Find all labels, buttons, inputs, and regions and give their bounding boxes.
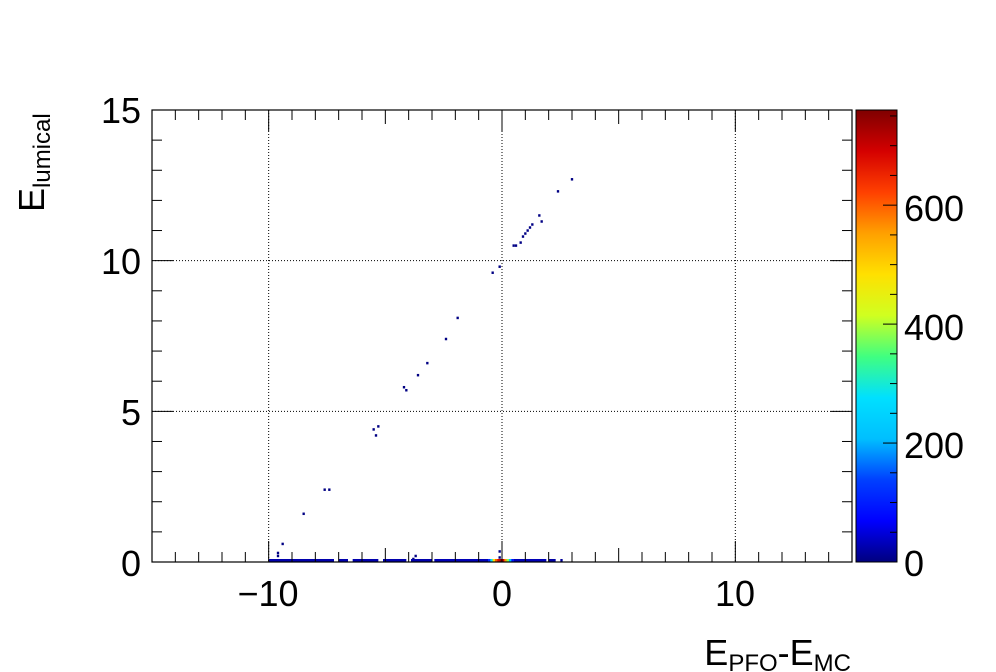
z-tick-label-600: 600	[904, 188, 964, 229]
data-bin-row	[411, 558, 432, 562]
data-bin	[556, 190, 560, 193]
data-bin	[323, 488, 326, 491]
data-bin-row	[548, 558, 556, 562]
y-axis-title: Elumical	[11, 113, 56, 212]
axis-ticks	[152, 109, 852, 563]
data-bin	[498, 556, 501, 559]
grid-lines	[152, 110, 852, 562]
data-bin-core	[511, 558, 514, 562]
data-bin	[402, 385, 406, 389]
data-bin	[531, 223, 534, 226]
data-bin-core	[497, 558, 500, 562]
data-bin	[519, 241, 522, 244]
z-tick-label-400: 400	[904, 307, 964, 348]
data-bin	[528, 226, 532, 229]
data-bin	[570, 178, 574, 181]
y-tick-label-10: 10	[101, 241, 141, 282]
data-bin-core	[502, 558, 505, 562]
data-bin	[498, 265, 501, 268]
x-tick-label-10: 10	[715, 573, 755, 614]
data-bin-core	[490, 558, 493, 562]
data-bin-row	[338, 558, 348, 562]
data-bin-row	[383, 558, 407, 562]
data-bin-row	[268, 558, 334, 562]
data-bin	[491, 271, 494, 274]
data-bin-core	[509, 558, 512, 562]
data-bin	[416, 373, 420, 377]
data-bin-core	[488, 558, 491, 562]
data-bin	[276, 554, 280, 558]
data-bin-row	[352, 558, 379, 562]
data-bin	[405, 388, 408, 392]
data-bin-core	[504, 558, 507, 562]
data-bin	[514, 244, 518, 247]
data-bin	[281, 542, 284, 546]
data-bin-core	[506, 558, 510, 562]
data-bin-core	[492, 558, 496, 562]
data-bin-row	[434, 558, 488, 562]
data-bins	[268, 178, 574, 562]
data-bin	[302, 512, 305, 516]
x-tick-label-minus-10: −10	[237, 573, 298, 614]
data-bin	[538, 214, 541, 217]
data-bin	[498, 550, 501, 553]
y-tick-label-0: 0	[121, 543, 141, 584]
data-bin	[372, 428, 375, 431]
data-bin	[512, 244, 515, 247]
data-bin	[456, 316, 459, 320]
y-tick-label-5: 5	[121, 392, 141, 433]
data-bin	[524, 232, 527, 235]
data-bin	[276, 551, 280, 555]
data-bin-row	[513, 558, 547, 562]
data-bin-core	[495, 558, 498, 562]
data-bin	[540, 220, 543, 223]
x-tick-label-0: 0	[492, 573, 512, 614]
data-bin	[426, 361, 429, 365]
data-bin	[414, 554, 417, 558]
data-bin-row	[560, 558, 563, 562]
data-bin	[526, 229, 529, 232]
color-scale-bar	[856, 110, 897, 562]
z-tick-label-200: 200	[904, 425, 964, 466]
color-scale-ticks	[883, 115, 897, 563]
data-bin	[328, 488, 331, 491]
x-axis-title: EPFO-EMC	[704, 632, 851, 672]
data-bin	[521, 235, 525, 238]
data-bin	[444, 337, 448, 341]
y-tick-label-15: 15	[101, 90, 141, 131]
color-scale-frame	[855, 109, 898, 563]
data-bin	[377, 425, 380, 428]
z-tick-label-0: 0	[904, 543, 924, 584]
data-bin-core	[499, 558, 503, 562]
data-bin	[374, 434, 378, 437]
data-bin	[412, 557, 415, 561]
